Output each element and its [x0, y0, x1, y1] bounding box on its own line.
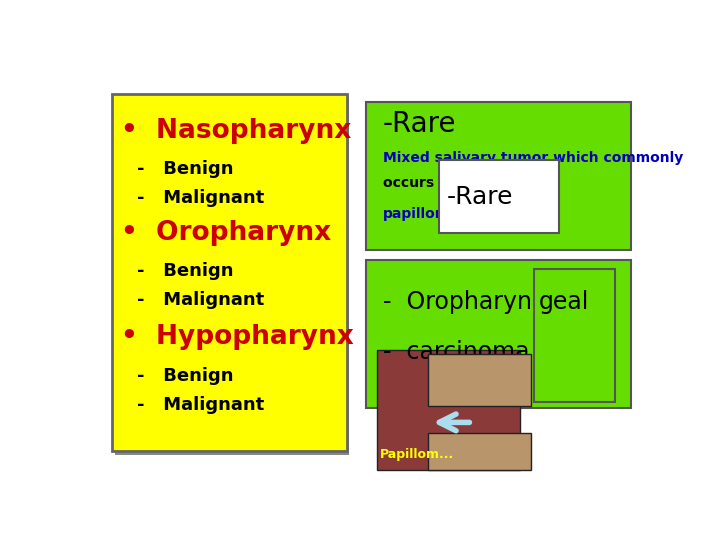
FancyBboxPatch shape: [428, 433, 531, 470]
Text: -Rare: -Rare: [383, 110, 456, 138]
FancyBboxPatch shape: [112, 94, 347, 451]
Text: occurs over the palate: occurs over the palate: [383, 177, 559, 191]
FancyBboxPatch shape: [438, 160, 559, 233]
Text: Mixed salivary tumor which commonly: Mixed salivary tumor which commonly: [383, 151, 683, 165]
FancyBboxPatch shape: [428, 354, 531, 406]
Text: -   Malignant: - Malignant: [138, 396, 265, 414]
Text: -   Benign: - Benign: [138, 367, 234, 386]
Text: Papillom...: Papillom...: [380, 448, 454, 461]
Text: •  Hypopharynx: • Hypopharynx: [121, 324, 354, 350]
Text: -  carcinoma: - carcinoma: [383, 340, 529, 364]
FancyBboxPatch shape: [366, 102, 631, 250]
Text: geal: geal: [539, 290, 590, 314]
Text: -   Benign: - Benign: [138, 160, 234, 178]
Text: -Rare: -Rare: [447, 185, 513, 209]
Text: -   Malignant: - Malignant: [138, 291, 265, 308]
FancyBboxPatch shape: [377, 349, 520, 470]
FancyBboxPatch shape: [115, 97, 349, 455]
Text: -   Benign: - Benign: [138, 262, 234, 280]
Text: -  Oropharyngeal: - Oropharyngeal: [383, 289, 582, 314]
Text: -   Malignant: - Malignant: [138, 188, 265, 207]
FancyBboxPatch shape: [534, 268, 615, 402]
FancyBboxPatch shape: [366, 260, 631, 408]
Text: papilloma: papilloma: [383, 207, 459, 221]
Text: •  Oropharynx: • Oropharynx: [121, 220, 330, 246]
Text: •  Nasopharynx: • Nasopharynx: [121, 118, 351, 145]
